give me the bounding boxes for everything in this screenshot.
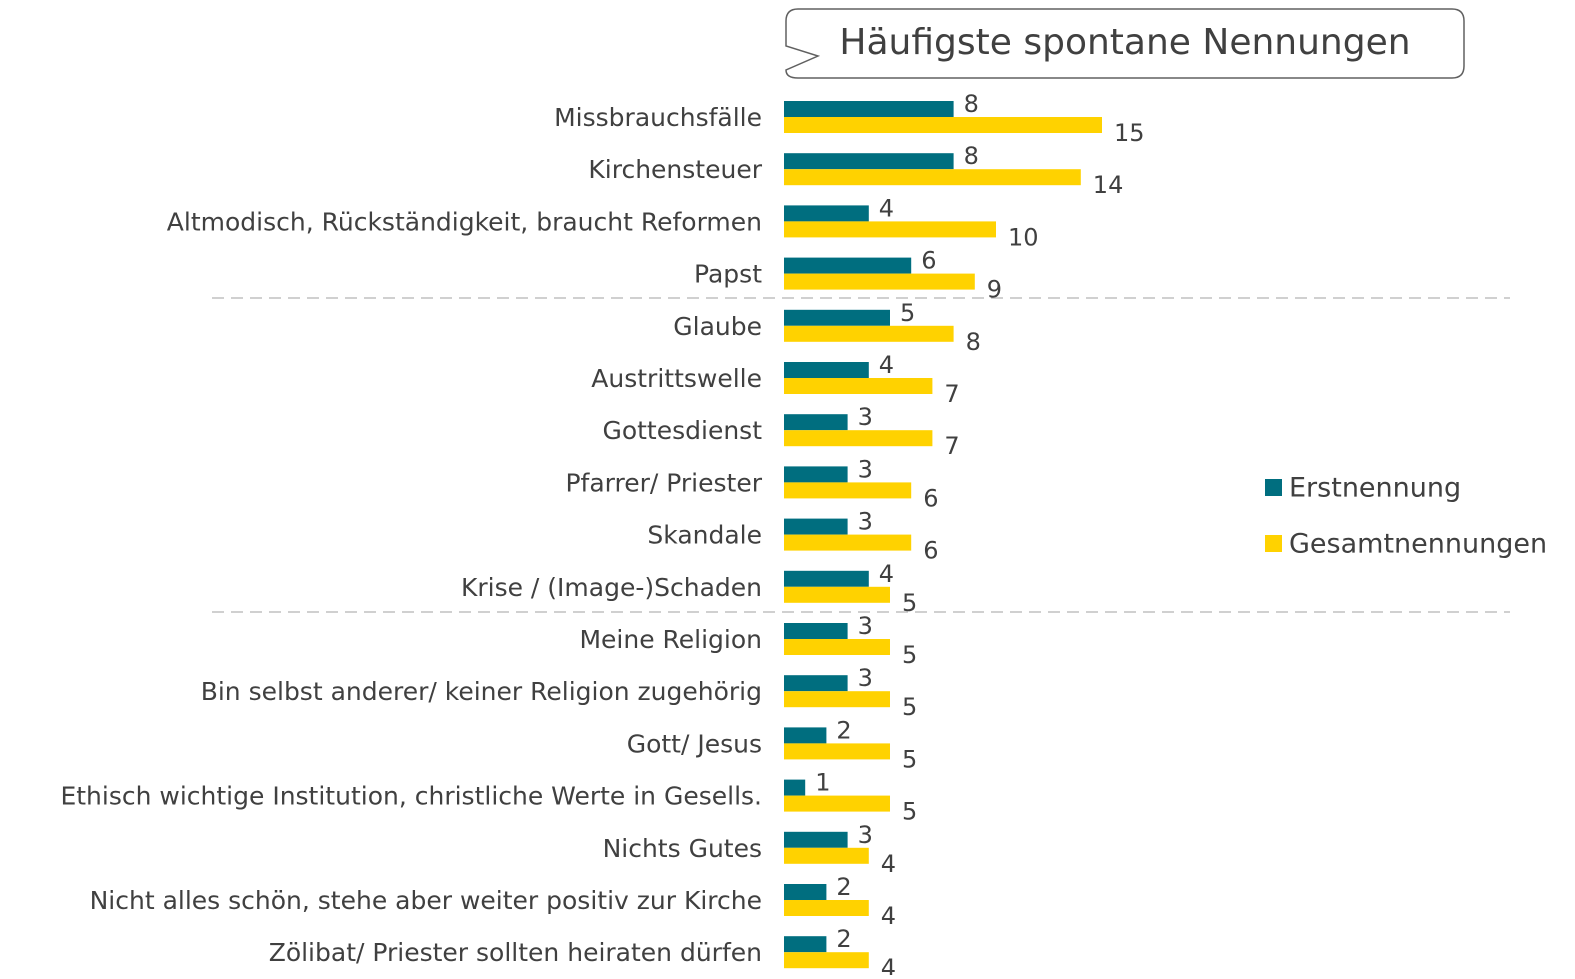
- bar: [784, 675, 848, 692]
- bar: [784, 570, 869, 587]
- legend-swatch: [1265, 479, 1282, 496]
- bar: [784, 900, 869, 916]
- value-label: 6: [923, 484, 938, 512]
- value-label: 4: [879, 351, 894, 379]
- category-label: Altmodisch, Rückständigkeit, braucht Ref…: [167, 207, 762, 236]
- bar: [784, 795, 890, 812]
- value-label: 5: [902, 798, 917, 826]
- value-label: 5: [902, 745, 917, 773]
- value-label: 5: [902, 693, 917, 721]
- value-label: 1: [815, 769, 830, 797]
- bar: [784, 623, 848, 639]
- value-label: 4: [879, 560, 894, 588]
- value-label: 4: [881, 954, 896, 975]
- bar: [784, 430, 933, 447]
- legend-swatch: [1265, 535, 1282, 552]
- bar: [784, 779, 806, 796]
- bar: [784, 743, 890, 760]
- category-label: Ethisch wichtige Institution, christlich…: [60, 782, 762, 811]
- bar: [784, 691, 890, 708]
- value-label: 15: [1114, 119, 1145, 147]
- value-label: 6: [921, 247, 936, 275]
- category-label: Zölibat/ Priester sollten heiraten dürfe…: [269, 938, 762, 967]
- bar: [784, 362, 869, 378]
- value-label: 6: [923, 537, 938, 565]
- bar: [784, 378, 933, 394]
- value-label: 2: [836, 716, 851, 744]
- value-label: 8: [966, 328, 981, 356]
- bar: [784, 884, 827, 900]
- value-label: 3: [858, 403, 873, 431]
- value-label: 7: [944, 380, 959, 408]
- category-label: Nichts Gutes: [603, 834, 762, 863]
- category-label: Krise / (Image-)Schaden: [461, 573, 762, 602]
- value-label: 14: [1093, 171, 1124, 199]
- value-label: 3: [858, 455, 873, 483]
- category-label: Gott/ Jesus: [627, 729, 762, 758]
- bar: [784, 586, 890, 603]
- category-label: Meine Religion: [579, 625, 762, 654]
- bar: [784, 952, 869, 969]
- bar: [784, 847, 869, 864]
- category-label: Skandale: [647, 521, 762, 550]
- bar: [784, 534, 912, 551]
- bar: [784, 414, 848, 431]
- category-label: Gottesdienst: [602, 416, 762, 445]
- bar: [784, 101, 954, 117]
- value-label: 2: [836, 925, 851, 953]
- legend-label: Gesamtnennungen: [1289, 529, 1547, 560]
- value-label: 3: [858, 821, 873, 849]
- category-label: Bin selbst anderer/ keiner Religion zuge…: [201, 677, 762, 706]
- bar: [784, 466, 848, 483]
- value-label: 5: [900, 299, 915, 327]
- value-label: 3: [858, 508, 873, 536]
- bar: [784, 273, 975, 290]
- bar: [784, 639, 890, 655]
- bar: [784, 482, 912, 499]
- bar: [784, 309, 890, 326]
- category-label: Austrittswelle: [591, 364, 762, 393]
- bar: [784, 221, 996, 238]
- category-label: Glaube: [673, 312, 762, 341]
- value-label: 3: [858, 612, 873, 640]
- bar: [784, 936, 827, 953]
- category-label: Kirchensteuer: [588, 155, 762, 184]
- value-label: 7: [944, 432, 959, 460]
- value-label: 4: [879, 194, 894, 222]
- value-label: 2: [836, 873, 851, 901]
- bar: [784, 153, 954, 170]
- value-label: 9: [987, 276, 1002, 304]
- title-box: [785, 8, 1465, 79]
- legend-label: Erstnennung: [1289, 473, 1461, 504]
- bar: [784, 257, 912, 274]
- value-label: 3: [858, 664, 873, 692]
- category-label: Nicht alles schön, stehe aber weiter pos…: [90, 886, 762, 915]
- bar: [784, 518, 848, 535]
- value-label: 4: [881, 850, 896, 878]
- category-label: Missbrauchsfälle: [554, 103, 762, 132]
- bar: [784, 831, 848, 848]
- value-label: 4: [881, 902, 896, 930]
- bar: [784, 727, 827, 744]
- value-label: 8: [964, 142, 979, 170]
- bar: [784, 205, 869, 222]
- category-label: Papst: [694, 260, 762, 289]
- bar: [784, 169, 1081, 186]
- chart-title: Häufigste spontane Nennungen: [839, 22, 1410, 63]
- value-label: 5: [902, 641, 917, 669]
- value-label: 10: [1008, 223, 1039, 251]
- value-label: 8: [964, 90, 979, 118]
- value-label: 5: [902, 589, 917, 617]
- bar: [784, 325, 954, 342]
- bar: [784, 117, 1102, 133]
- category-label: Pfarrer/ Priester: [565, 468, 762, 497]
